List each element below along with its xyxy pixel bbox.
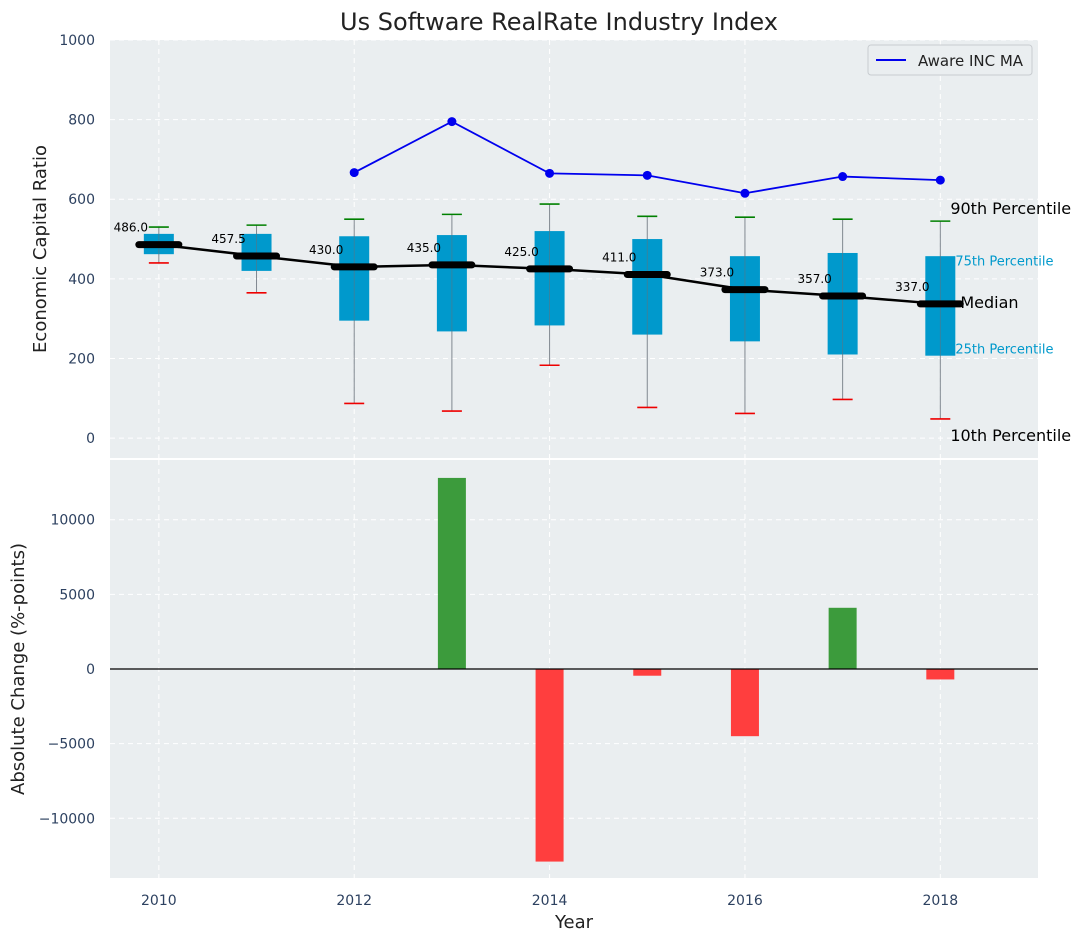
company-point	[740, 188, 750, 198]
annotation-median: Median	[960, 293, 1018, 312]
x-tick-label: 2018	[922, 893, 958, 909]
median-value-label: 411.0	[602, 250, 636, 264]
top-y-tick-label: 0	[86, 431, 95, 447]
top-y-tick-label: 600	[68, 192, 95, 208]
bottom-panel-y-axis-label: Absolute Change (%-points)	[8, 543, 29, 795]
top-y-tick-label: 200	[68, 351, 95, 367]
change-bar	[730, 669, 759, 737]
x-axis-label: Year	[554, 912, 594, 933]
median-value-label: 425.0	[504, 245, 538, 259]
chart-title: Us Software RealRate Industry Index	[340, 8, 778, 36]
median-markers	[135, 241, 964, 308]
x-tick-label: 2010	[141, 893, 177, 909]
median-value-label: 457.5	[211, 232, 245, 246]
median-value-label: 430.0	[309, 243, 343, 257]
bottom-y-tick-label: −10000	[39, 811, 95, 827]
bottom-y-tick-label: 10000	[50, 513, 95, 529]
bottom-y-tick-label: 5000	[59, 587, 95, 603]
company-point	[838, 172, 848, 182]
x-ticks: 2010 2012 2014 2016 2018	[141, 893, 958, 909]
boxes	[143, 231, 956, 356]
x-tick-label: 2012	[336, 893, 372, 909]
top-panel-y-ticks: 0 200 400 600 800 1000	[59, 33, 95, 447]
legend-label: Aware INC MA	[918, 52, 1024, 70]
bottom-y-tick-label: −5000	[48, 737, 95, 753]
median-value-label: 337.0	[895, 280, 929, 294]
change-bars	[437, 477, 955, 862]
x-tick-label: 2016	[727, 893, 763, 909]
top-y-tick-label: 1000	[59, 33, 95, 49]
company-point	[935, 175, 945, 185]
company-point	[642, 170, 652, 180]
bottom-y-tick-label: 0	[86, 662, 95, 678]
x-tick-label: 2014	[532, 893, 568, 909]
annotation-p10: 10th Percentile	[950, 426, 1071, 445]
bottom-panel: −10000 −5000 0 5000 10000 Absolute Change (%…	[8, 460, 1038, 933]
change-bar	[828, 607, 857, 669]
annotation-p25: 25th Percentile	[955, 343, 1053, 358]
change-bar	[437, 477, 466, 669]
top-panel: 0 200 400 600 800 1000 Economic Capital Ratio…	[30, 33, 1071, 458]
percentile-annotations: 90th Percentile 75th Percentile Median 2…	[950, 199, 1071, 445]
median-value-label: 435.0	[407, 241, 441, 255]
annotation-p75: 75th Percentile	[955, 254, 1053, 269]
company-line	[349, 117, 945, 198]
company-point	[545, 168, 555, 178]
change-bar	[633, 669, 662, 676]
median-value-label: 486.0	[114, 221, 148, 235]
change-bar	[535, 669, 564, 862]
bottom-panel-y-ticks: −10000 −5000 0 5000 10000	[39, 513, 95, 828]
company-point	[447, 117, 457, 127]
top-y-tick-label: 400	[68, 272, 95, 288]
median-labels: 486.0 457.5 430.0 435.0 425.0 411.0 373.0 357.0…	[114, 221, 930, 294]
top-panel-y-axis-label: Economic Capital Ratio	[30, 145, 51, 353]
change-bar	[926, 669, 955, 680]
annotation-p90: 90th Percentile	[950, 199, 1071, 218]
legend: Aware INC MA	[867, 44, 1033, 76]
legend-box	[867, 44, 1033, 76]
median-value-label: 357.0	[797, 272, 831, 286]
top-y-tick-label: 800	[68, 113, 95, 129]
company-point	[349, 168, 359, 178]
median-value-label: 373.0	[700, 266, 734, 280]
